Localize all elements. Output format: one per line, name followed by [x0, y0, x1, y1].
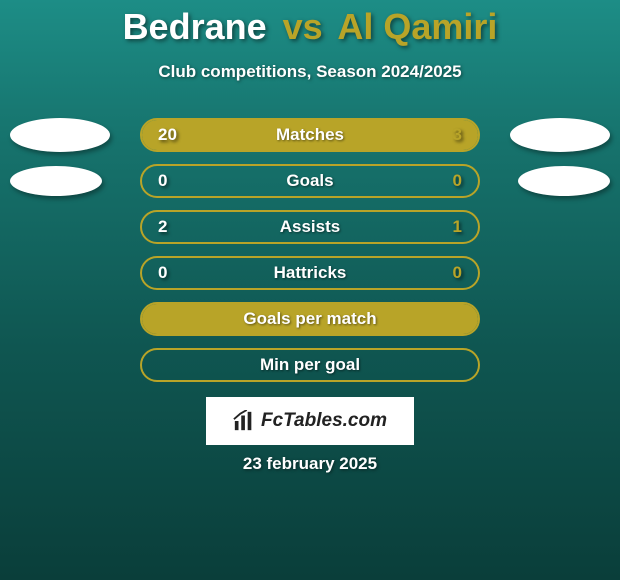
stat-bar-label: Assists — [142, 217, 478, 237]
logo-box: FcTables.com — [206, 397, 414, 445]
stat-bar-frame: Goals per match — [140, 302, 480, 336]
subtitle: Club competitions, Season 2024/2025 — [0, 62, 620, 82]
stat-row: 00Goals — [0, 164, 620, 210]
stat-bar-frame: 00Goals — [140, 164, 480, 198]
stat-bar-label: Goals — [142, 171, 478, 191]
player-avatar-right — [510, 118, 610, 152]
logo-text: FcTables.com — [261, 410, 387, 432]
stat-bar-frame: 203Matches — [140, 118, 480, 152]
stat-bar-label: Goals per match — [142, 309, 478, 329]
stat-bar-frame: 00Hattricks — [140, 256, 480, 290]
player-avatar-left — [10, 166, 102, 196]
stat-row: 00Hattricks — [0, 256, 620, 302]
stat-bar-frame: 21Assists — [140, 210, 480, 244]
stat-bar-frame: Min per goal — [140, 348, 480, 382]
stat-bar-label: Hattricks — [142, 263, 478, 283]
stat-row: 21Assists — [0, 210, 620, 256]
stat-bar-label: Matches — [142, 125, 478, 145]
stat-rows-container: 203Matches 00Goals 21Assists 00Hattricks Goa… — [0, 118, 620, 394]
title-vs: vs — [283, 6, 323, 47]
stat-row: Min per goal — [0, 348, 620, 394]
stat-row: 203Matches — [0, 118, 620, 164]
date-label: 23 february 2025 — [0, 454, 620, 474]
player-avatar-left — [10, 118, 110, 152]
title: Bedrane vs Al Qamiri — [0, 0, 620, 48]
title-player1: Bedrane — [123, 6, 267, 47]
bar-chart-icon — [233, 410, 255, 432]
stat-bar-label: Min per goal — [142, 355, 478, 375]
stat-row: Goals per match — [0, 302, 620, 348]
title-player2: Al Qamiri — [337, 6, 497, 47]
comparison-infographic: Bedrane vs Al Qamiri Club competitions, … — [0, 0, 620, 580]
player-avatar-right — [518, 166, 610, 196]
